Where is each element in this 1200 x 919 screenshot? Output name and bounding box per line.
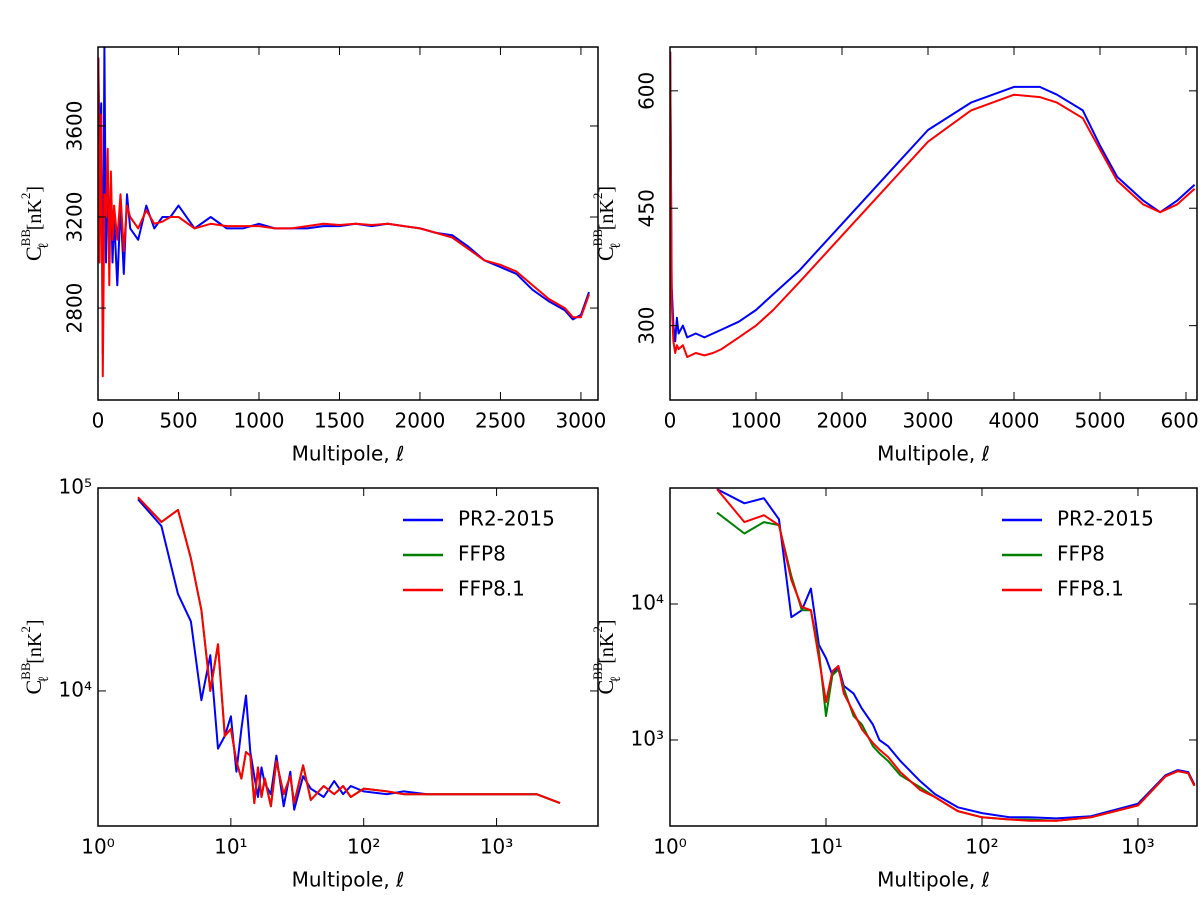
x-tick-label: 1500	[314, 409, 365, 433]
y-tick-label: 3200	[63, 192, 87, 243]
y-axis-label: CBB ℓ [nK2]	[590, 186, 624, 261]
series-line	[670, 51, 1196, 358]
y-label-base: C	[21, 680, 46, 695]
x-tick-label: 0	[92, 409, 105, 433]
y-label-close: ]	[24, 186, 46, 193]
y-axis-label: CBB ℓ [nK2]	[590, 619, 624, 694]
y-label-unit: [nK	[24, 199, 46, 231]
y-label-sub: ℓ	[609, 242, 624, 249]
plot-frame	[97, 46, 599, 401]
x-axis-label: Multipole, ℓ	[292, 442, 405, 466]
y-label-sub: ℓ	[609, 675, 624, 682]
y-tick-label: 600	[635, 72, 659, 110]
y-label-unit-sup: 2	[590, 193, 605, 200]
y-tick-label: 3600	[63, 101, 87, 152]
y-label-close: ]	[596, 619, 618, 626]
x-tick-label: 10¹	[809, 835, 842, 859]
x-tick-label: 3000	[555, 409, 606, 433]
x-tick-label: 4000	[989, 409, 1040, 433]
y-tick-label: 300	[635, 307, 659, 345]
series-line	[137, 498, 561, 811]
x-tick-label: 10²	[965, 835, 998, 859]
x-axis-label: Multipole, ℓ	[877, 442, 990, 466]
legend-label: PR2-2015	[458, 507, 555, 531]
series-line	[98, 47, 590, 355]
x-tick-label: 0	[664, 409, 677, 433]
panel: 10⁰ 10¹ 10² 10³ 10³ 10⁴ Multipole, ℓ CBB ℓ [nK2] P…	[590, 487, 1198, 892]
x-tick-label: 1000	[234, 409, 285, 433]
y-label-unit-sup: 2	[18, 193, 33, 200]
legend-label: PR2-2015	[1057, 507, 1154, 531]
y-tick-label: 10³	[631, 726, 664, 750]
y-label-unit-sup: 2	[18, 626, 33, 633]
x-axis-label: Multipole, ℓ	[292, 868, 405, 892]
y-tick-label: 10⁴	[631, 590, 664, 614]
plot-lines	[670, 51, 1196, 358]
y-label-sup: BB	[18, 662, 33, 680]
x-tick-label: 10³	[480, 835, 513, 859]
y-tick-label: 10⁴	[59, 677, 92, 701]
y-label-unit: [nK	[24, 632, 46, 664]
x-tick-label: 500	[159, 409, 197, 433]
panel: 0 1000 2000 3000 4000 5000 6000 300 450 600 Multip…	[590, 46, 1200, 466]
x-tick-label: 1000	[731, 409, 782, 433]
y-label-sub: ℓ	[37, 242, 52, 249]
legend-label: FFP8.1	[1057, 577, 1124, 601]
plot-frame	[669, 46, 1198, 401]
plot-lines	[716, 488, 1196, 822]
y-label-base: C	[593, 246, 618, 261]
series-line	[716, 488, 1196, 822]
series-line	[716, 511, 1196, 822]
y-label-sup: BB	[18, 229, 33, 247]
x-tick-label: 10⁰	[653, 835, 686, 859]
panel: 10⁰ 10¹ 10² 10³ 10⁴ 10⁵ Multipole, ℓ CBB ℓ [nK2] P…	[18, 475, 599, 892]
y-tick-label: 450	[635, 189, 659, 227]
y-label-sub: ℓ	[37, 675, 52, 682]
plot-frame	[669, 487, 1198, 827]
legend-label: FFP8	[1057, 542, 1105, 566]
y-label-close: ]	[596, 186, 618, 193]
x-tick-label: 2000	[395, 409, 446, 433]
series-line	[137, 496, 561, 808]
legend-label: FFP8	[458, 542, 506, 566]
x-tick-label: 3000	[903, 409, 954, 433]
y-axis-label: CBB ℓ [nK2]	[18, 619, 52, 694]
y-tick-label: 2800	[63, 283, 87, 334]
legend-label: FFP8.1	[458, 577, 525, 601]
y-label-sup: BB	[590, 229, 605, 247]
x-tick-label: 10¹	[214, 835, 247, 859]
series-line	[98, 57, 590, 378]
y-label-unit: [nK	[596, 632, 618, 664]
plot-lines	[98, 47, 590, 378]
y-label-base: C	[21, 246, 46, 261]
y-tick-label: 10⁵	[59, 475, 92, 499]
series-line	[716, 488, 1196, 820]
x-tick-label: 10³	[1121, 835, 1154, 859]
x-tick-label: 10²	[347, 835, 380, 859]
x-tick-label: 5000	[1075, 409, 1126, 433]
x-tick-label: 10⁰	[81, 835, 114, 859]
plot-lines	[137, 496, 561, 811]
x-tick-label: 2000	[817, 409, 868, 433]
y-axis-label: CBB ℓ [nK2]	[18, 186, 52, 261]
y-label-unit: [nK	[596, 199, 618, 231]
plot-frame	[97, 487, 599, 827]
y-label-sup: BB	[590, 662, 605, 680]
panel: 0 500 1000 1500 2000 2500 3000 2800 3200 3600 Mult…	[18, 46, 606, 466]
x-tick-label: 6000	[1161, 409, 1200, 433]
y-label-unit-sup: 2	[590, 626, 605, 633]
y-label-close: ]	[24, 619, 46, 626]
y-label-base: C	[593, 680, 618, 695]
x-axis-label: Multipole, ℓ	[877, 868, 990, 892]
series-line	[670, 51, 1196, 343]
x-tick-label: 2500	[475, 409, 526, 433]
